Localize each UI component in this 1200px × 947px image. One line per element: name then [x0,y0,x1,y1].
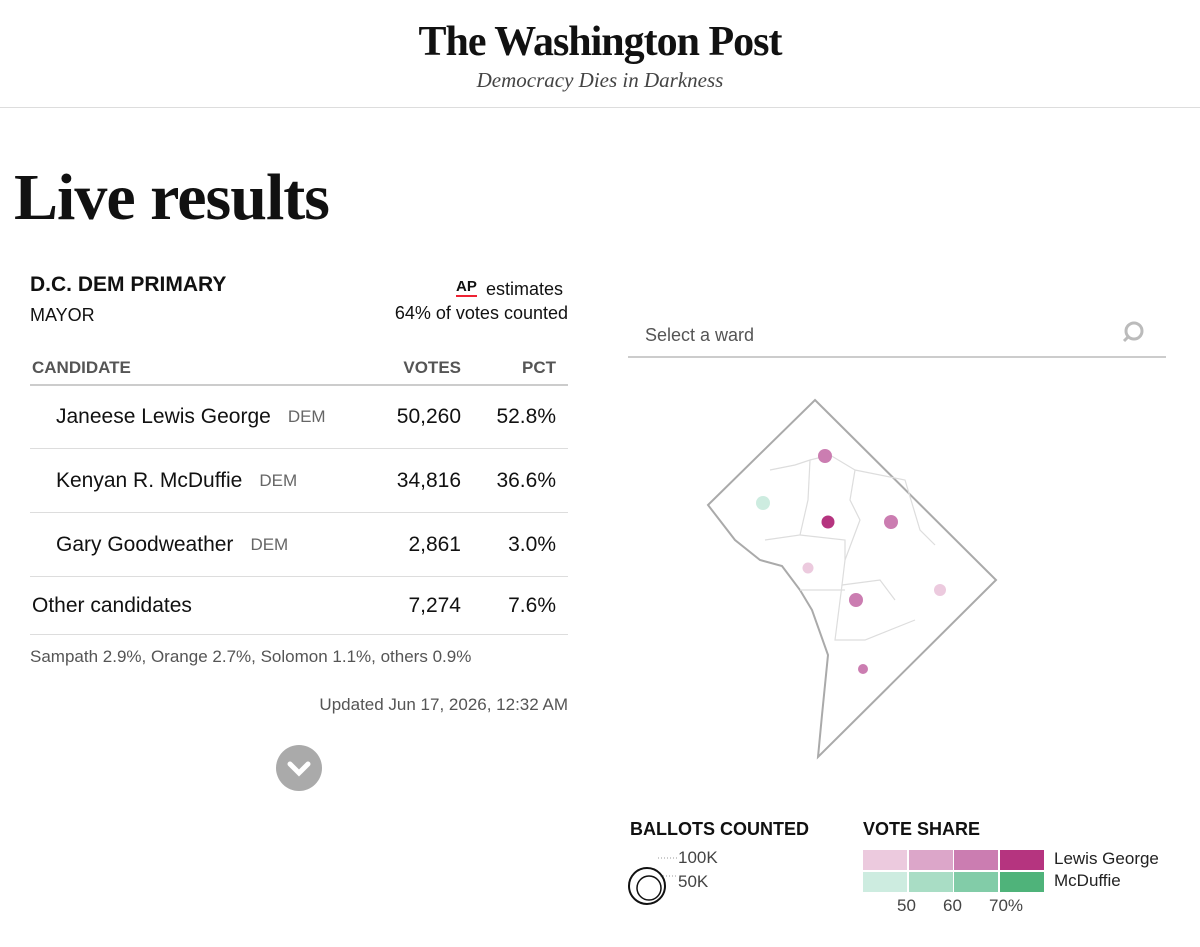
race-name: D.C. DEM PRIMARY [30,273,227,296]
party: DEM [250,535,289,554]
share-swatch [954,850,998,870]
votes: 7,274 [408,594,461,617]
share-tick: 50 [897,896,916,915]
others-note: Sampath 2.9%, Orange 2.7%, Solomon 1.1%,… [30,647,472,666]
pct: 36.6% [496,469,556,492]
pct: 52.8% [496,405,556,428]
ward-dots [756,449,946,674]
table-header: CANDIDATE VOTES PCT [30,356,568,386]
share-swatch [863,872,907,892]
ballot-size-icon [628,857,678,905]
votes: 34,816 [396,469,461,492]
share-swatch [999,850,1044,870]
share-swatch [999,872,1044,892]
expand-button[interactable] [276,745,322,791]
ward-search[interactable]: Select a ward [628,314,1166,358]
candidate-name: Kenyan R. McDuffie [56,469,243,492]
result-row: Gary Goodweather DEM 2,861 3.0% [30,514,568,577]
logo[interactable]: The Washington Post [418,19,783,65]
pct: 7.6% [508,594,556,617]
party: DEM [259,471,298,490]
share-swatch [863,850,907,870]
page-title: Live results [14,161,330,234]
ballot-size-label: 50K [678,872,709,891]
votes: 2,861 [408,533,461,556]
party: DEM [287,407,326,426]
ballot-size-label: 100K [678,848,718,867]
share-candidate: Lewis George [1054,849,1159,868]
share-candidate: McDuffie [1054,871,1121,890]
share-swatch [908,850,953,870]
share-title: VOTE SHARE [863,819,981,839]
result-row: Other candidates 7,274 7.6% [30,578,568,635]
counted: 64% of votes counted [394,303,568,323]
column-header: VOTES [403,358,461,377]
share-tick: 70% [989,896,1024,915]
search-icon [1122,321,1144,343]
candidate-name: Gary Goodweather [56,533,234,556]
ballots-title: BALLOTS COUNTED [630,819,809,839]
chevron-icon [287,761,311,777]
candidate-name: Other candidates [32,594,192,617]
result-row: Janeese Lewis George DEM 50,260 52.8% [30,386,568,449]
pct: 3.0% [508,533,556,556]
header-rule [0,107,1200,108]
search-placeholder: Select a ward [645,325,755,345]
column-header: PCT [522,358,556,377]
share-tick: 60 [943,896,962,915]
tagline: Democracy Dies in Darkness [476,68,724,92]
candidate-name: Janeese Lewis George [56,405,271,428]
race-office: MAYOR [30,305,95,325]
share-swatch [908,872,953,892]
result-row: Kenyan R. McDuffie DEM 34,816 36.6% [30,450,568,513]
ap-logo: AP [456,278,477,297]
votes: 50,260 [396,405,461,428]
dc-outline [706,398,998,760]
ward-borders [764,454,936,641]
updated: Updated Jun 17, 2026, 12:32 AM [319,695,568,714]
column-header: CANDIDATE [32,358,131,377]
share-swatch [954,872,998,892]
source-note: estimates [486,279,564,299]
